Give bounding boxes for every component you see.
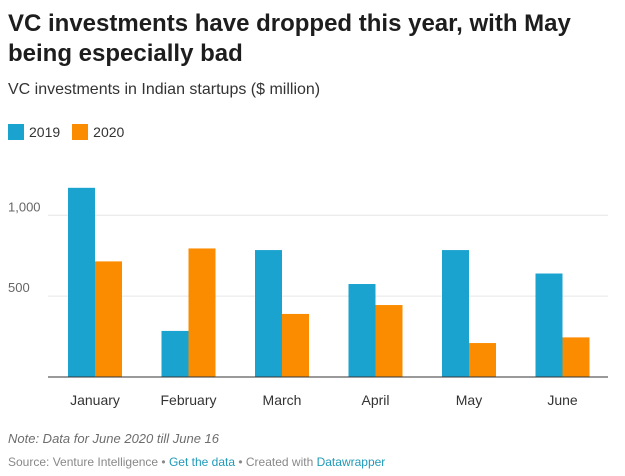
bar-2020-may [469,343,496,377]
datawrapper-link[interactable]: Datawrapper [316,455,386,469]
created-with-text: • Created with [235,455,317,469]
x-tick-label: May [456,392,482,408]
bar-2020-march [282,313,309,377]
x-tick-label: February [160,392,216,408]
source-text: Source: Venture Intelligence • [8,455,169,469]
bar-2020-june [562,337,590,377]
chart-title: VC investments have dropped this year, w… [8,10,571,67]
chart-subtitle: VC investments in Indian startups ($ mil… [8,81,321,98]
x-tick-label: April [361,392,389,408]
legend-swatch-2019 [8,124,24,140]
legend-label-2020: 2020 [93,124,125,140]
x-tick-label: March [263,392,302,408]
x-tick-label: January [70,392,120,408]
chart-note: Note: Data for June 2020 till June 16 [8,431,220,446]
bar-chart: 500 1,000 January February March April May June [8,187,608,408]
source-line: Source: Venture Intelligence • Get the d… [8,455,385,469]
bar-2019-january [68,187,95,377]
legend-item-2019: 2019 [8,124,60,140]
y-tick-label: 500 [8,280,30,295]
bar-2019-april [348,284,376,377]
get-the-data-link[interactable]: Get the data [168,455,236,469]
bar-2019-march [255,250,282,377]
bar-2020-february [188,248,216,377]
bar-2019-february [161,330,189,377]
bar-2020-april [375,305,403,377]
legend-swatch-2020 [72,124,89,140]
bar-2020-january [95,261,122,377]
y-tick-label: 1,000 [8,199,41,214]
x-tick-label: June [547,392,578,408]
bar-2019-may [442,250,469,377]
bar-2019-june [535,273,563,377]
legend-item-2020: 2020 [72,124,124,140]
legend-label-2019: 2019 [29,124,61,140]
legend: 2019 2020 [8,124,136,140]
